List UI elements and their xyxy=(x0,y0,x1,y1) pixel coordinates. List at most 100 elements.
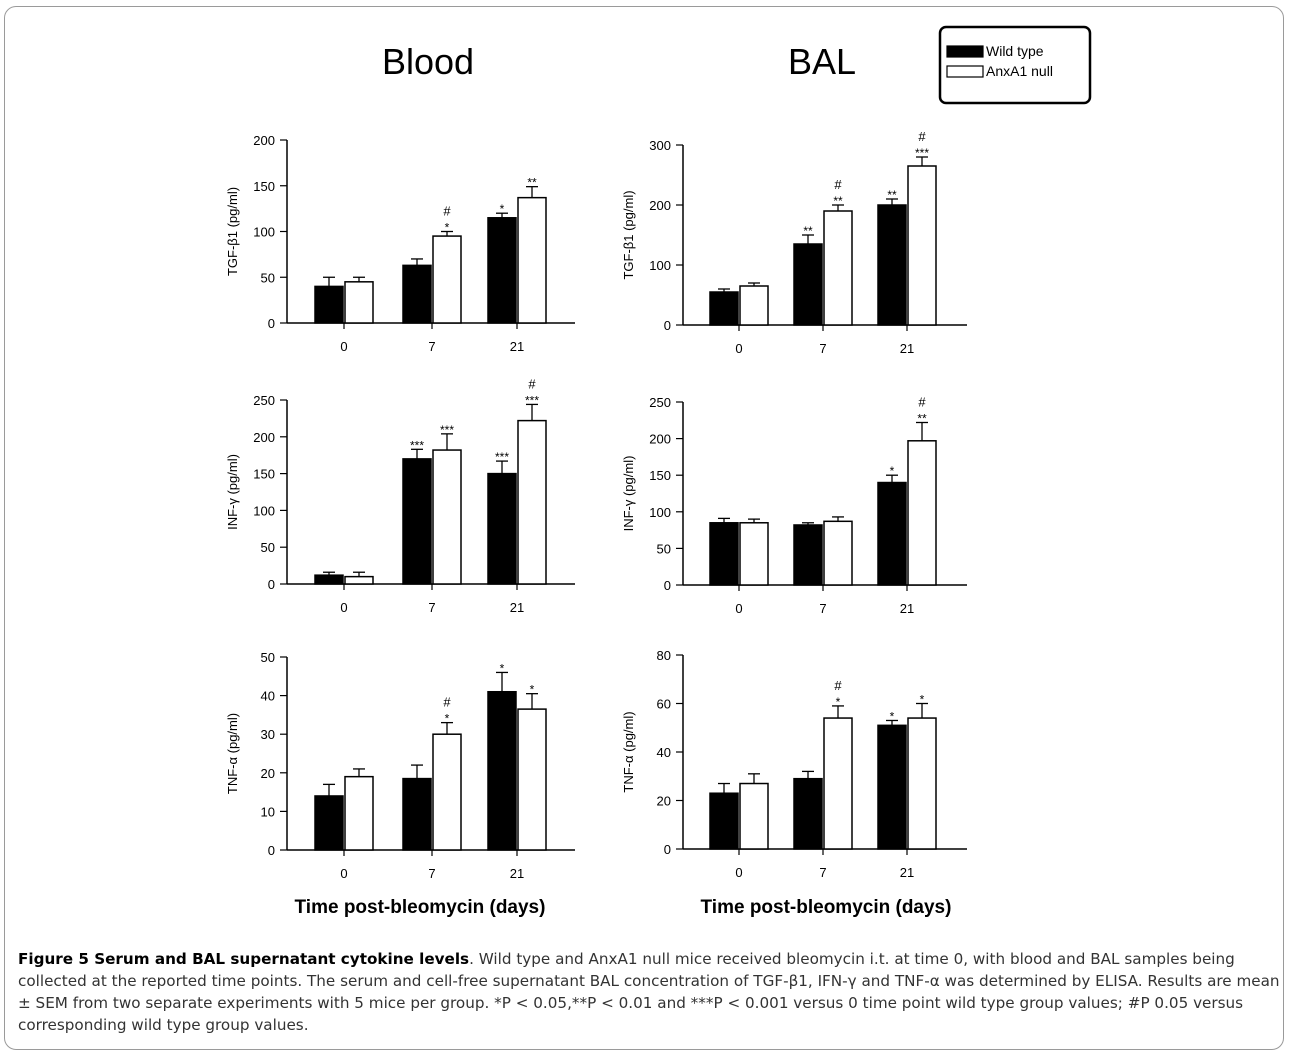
bar-anxa1-null xyxy=(517,419,547,585)
significance-label: *** xyxy=(440,423,454,437)
bar-anxa1-null xyxy=(432,235,462,324)
bar-wild-type xyxy=(877,204,907,326)
y-tick-label: 0 xyxy=(664,578,671,593)
significance-label: * xyxy=(500,202,505,216)
significance-label: * xyxy=(890,709,895,723)
bar-wild-type xyxy=(314,285,344,324)
significance-label: * xyxy=(445,221,450,235)
legend: Wild type AnxA1 null xyxy=(938,25,1092,105)
y-axis-label: TGF-β1 (pg/ml) xyxy=(225,187,240,276)
chart-panel: 0 20 40 60 80 TNF-α (pg/ml) 0 7 * #21 * * xyxy=(621,648,967,880)
bar-anxa1-null xyxy=(823,520,853,586)
x-tick-label: 0 xyxy=(340,600,347,615)
bar-wild-type xyxy=(487,690,517,851)
significance-label: *** xyxy=(525,393,539,407)
column-title-bal: BAL xyxy=(788,41,856,82)
x-tick-label: 7 xyxy=(819,865,826,880)
y-tick-label: 100 xyxy=(649,505,671,520)
x-tick-label: 7 xyxy=(819,341,826,356)
y-tick-label: 200 xyxy=(253,430,275,445)
figure-frame xyxy=(4,6,1284,1050)
y-tick-label: 20 xyxy=(657,794,671,809)
x-tick-label: 0 xyxy=(735,601,742,616)
legend-swatch-wild-type xyxy=(946,45,984,58)
bar-wild-type xyxy=(402,777,432,851)
figure-caption: Figure 5 Serum and BAL supernatant cytok… xyxy=(18,948,1280,1036)
x-tick-label: 7 xyxy=(428,600,435,615)
bar-anxa1-null xyxy=(432,733,462,851)
significance-label: *** xyxy=(410,438,424,452)
bar-anxa1-null xyxy=(823,210,853,326)
bar-anxa1-null xyxy=(344,281,374,324)
bar-anxa1-null xyxy=(432,449,462,585)
significance-label: ** xyxy=(887,188,897,202)
y-tick-label: 0 xyxy=(268,843,275,858)
significance-label: ** xyxy=(527,176,537,190)
y-tick-label: 100 xyxy=(649,258,671,273)
significance-label: * xyxy=(836,695,841,709)
significance-label: # xyxy=(834,177,842,192)
x-tick-label: 21 xyxy=(510,339,524,354)
x-tick-label: 0 xyxy=(340,339,347,354)
legend-swatch-anxa1-null xyxy=(946,65,984,78)
bar-anxa1-null xyxy=(517,708,547,851)
y-axis-label: INF-γ (pg/ml) xyxy=(225,454,240,530)
significance-label: * xyxy=(445,712,450,726)
significance-label: # xyxy=(528,376,536,391)
bar-wild-type xyxy=(709,792,739,850)
x-tick-label: 7 xyxy=(428,866,435,881)
x-tick-label: 21 xyxy=(900,601,914,616)
bar-wild-type xyxy=(877,724,907,850)
bar-wild-type xyxy=(793,243,823,326)
legend-label-wild-type: Wild type xyxy=(986,43,1044,59)
bar-wild-type xyxy=(709,522,739,586)
significance-label: # xyxy=(918,129,926,144)
chart-panel: 0 10 20 30 40 50 TNF-α (pg/ml) 0 7 * #21 * * xyxy=(225,650,575,881)
bar-anxa1-null xyxy=(739,522,769,586)
y-tick-label: 100 xyxy=(253,225,275,240)
y-tick-label: 50 xyxy=(261,270,275,285)
chart-panel: 0 50 100 150 200 250 INF-γ (pg/ml) 0 7 *** *** 21 **… xyxy=(225,376,575,615)
y-tick-label: 250 xyxy=(253,393,275,408)
significance-label: * xyxy=(920,693,925,707)
bar-anxa1-null xyxy=(739,782,769,850)
y-tick-label: 300 xyxy=(649,138,671,153)
x-tick-label: 21 xyxy=(900,865,914,880)
y-tick-label: 150 xyxy=(649,468,671,483)
x-tick-label: 7 xyxy=(819,601,826,616)
column-title-blood: Blood xyxy=(382,41,474,82)
y-tick-label: 200 xyxy=(649,198,671,213)
significance-label: ** xyxy=(833,194,843,208)
x-tick-label: 21 xyxy=(510,866,524,881)
y-tick-label: 100 xyxy=(253,503,275,518)
bar-anxa1-null xyxy=(907,440,937,586)
x-tick-label: 0 xyxy=(735,865,742,880)
y-tick-label: 50 xyxy=(261,650,275,665)
y-tick-label: 80 xyxy=(657,648,671,663)
y-tick-label: 0 xyxy=(268,577,275,592)
bar-anxa1-null xyxy=(907,717,937,850)
x-axis-title-bal: Time post-bleomycin (days) xyxy=(701,897,952,918)
y-tick-label: 150 xyxy=(253,179,275,194)
y-axis-label: TNF-α (pg/ml) xyxy=(225,713,240,794)
bar-anxa1-null xyxy=(344,575,374,585)
legend-label-anxa1-null: AnxA1 null xyxy=(986,63,1053,79)
y-tick-label: 0 xyxy=(664,842,671,857)
y-tick-label: 40 xyxy=(657,745,671,760)
bar-anxa1-null xyxy=(344,775,374,851)
caption-text: . Wild type and AnxA1 null mice received… xyxy=(18,950,1280,1034)
y-axis-label: INF-γ (pg/ml) xyxy=(621,456,636,532)
y-axis-label: TGF-β1 (pg/ml) xyxy=(621,190,636,279)
y-tick-label: 20 xyxy=(261,766,275,781)
y-tick-label: 0 xyxy=(268,316,275,331)
y-tick-label: 40 xyxy=(261,689,275,704)
y-tick-label: 200 xyxy=(649,432,671,447)
bar-anxa1-null xyxy=(739,285,769,326)
significance-label: # xyxy=(443,204,451,219)
x-tick-label: 21 xyxy=(510,600,524,615)
significance-label: *** xyxy=(495,450,509,464)
bar-wild-type xyxy=(793,524,823,586)
x-tick-label: 7 xyxy=(428,339,435,354)
